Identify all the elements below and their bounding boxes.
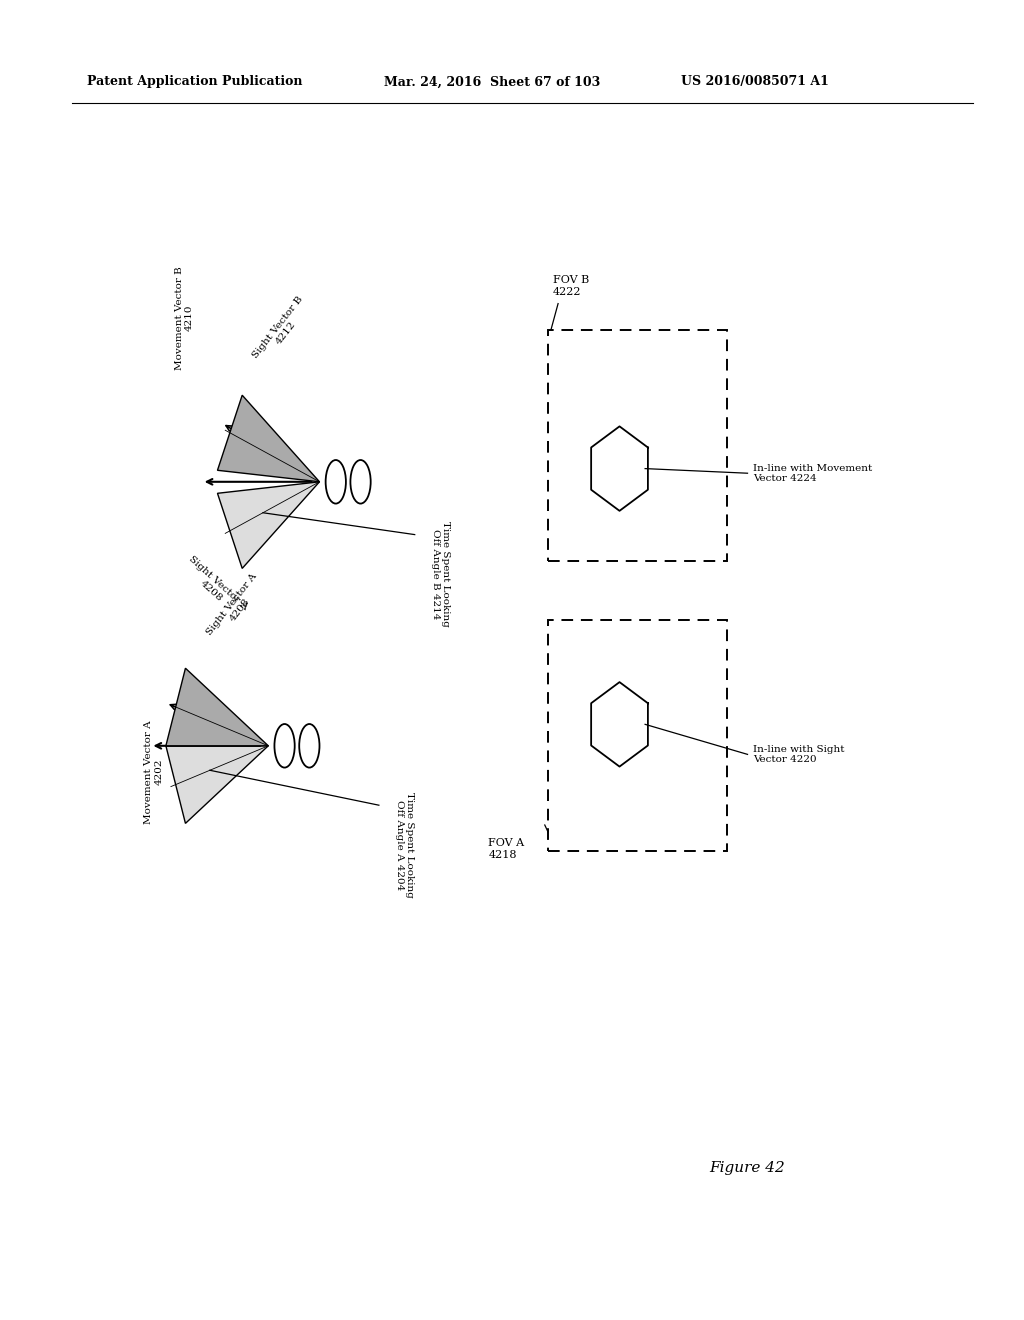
Ellipse shape [350,461,371,503]
Ellipse shape [326,461,346,503]
Text: Mar. 24, 2016  Sheet 67 of 103: Mar. 24, 2016 Sheet 67 of 103 [384,75,600,88]
Text: FOV B
4222: FOV B 4222 [553,276,589,297]
Polygon shape [217,395,319,482]
Text: Movement Vector B
4210: Movement Vector B 4210 [175,265,194,370]
Ellipse shape [274,723,295,767]
Text: Time Spent Looking
Off Angle B 4214: Time Spent Looking Off Angle B 4214 [431,521,450,627]
Polygon shape [166,746,268,824]
Text: In-line with Movement
Vector 4224: In-line with Movement Vector 4224 [753,463,871,483]
Text: Movement Vector A
4202: Movement Vector A 4202 [144,721,163,824]
Text: Patent Application Publication: Patent Application Publication [87,75,302,88]
Text: Time Spent Looking
Off Angle A 4204: Time Spent Looking Off Angle A 4204 [395,792,414,898]
Bar [548,330,727,561]
Text: Sight Vector B
4212: Sight Vector B 4212 [251,294,312,366]
Text: US 2016/0085071 A1: US 2016/0085071 A1 [681,75,828,88]
Polygon shape [166,668,268,746]
Text: In-line with Sight
Vector 4220: In-line with Sight Vector 4220 [753,744,844,764]
Ellipse shape [299,723,319,767]
Polygon shape [217,482,319,569]
Bar [548,620,727,851]
Text: Figure 42: Figure 42 [710,1162,785,1175]
Text: FOV A
4218: FOV A 4218 [488,838,524,859]
Text: Sight Vector A
4208: Sight Vector A 4208 [180,554,250,620]
Text: Sight Vector A
4208: Sight Vector A 4208 [205,572,266,643]
